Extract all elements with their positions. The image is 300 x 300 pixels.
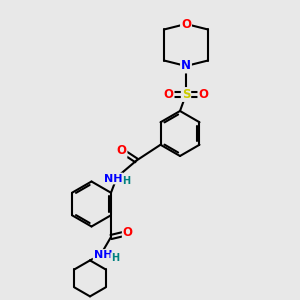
- Text: H: H: [122, 176, 131, 186]
- Text: O: O: [116, 144, 127, 157]
- Text: NH: NH: [94, 250, 112, 260]
- Text: NH: NH: [104, 173, 123, 184]
- Text: O: O: [164, 88, 174, 101]
- Text: H: H: [111, 253, 119, 263]
- Text: O: O: [123, 226, 133, 239]
- Text: O: O: [181, 17, 191, 31]
- Text: S: S: [182, 88, 190, 101]
- Text: N: N: [181, 59, 191, 73]
- Text: O: O: [198, 88, 208, 101]
